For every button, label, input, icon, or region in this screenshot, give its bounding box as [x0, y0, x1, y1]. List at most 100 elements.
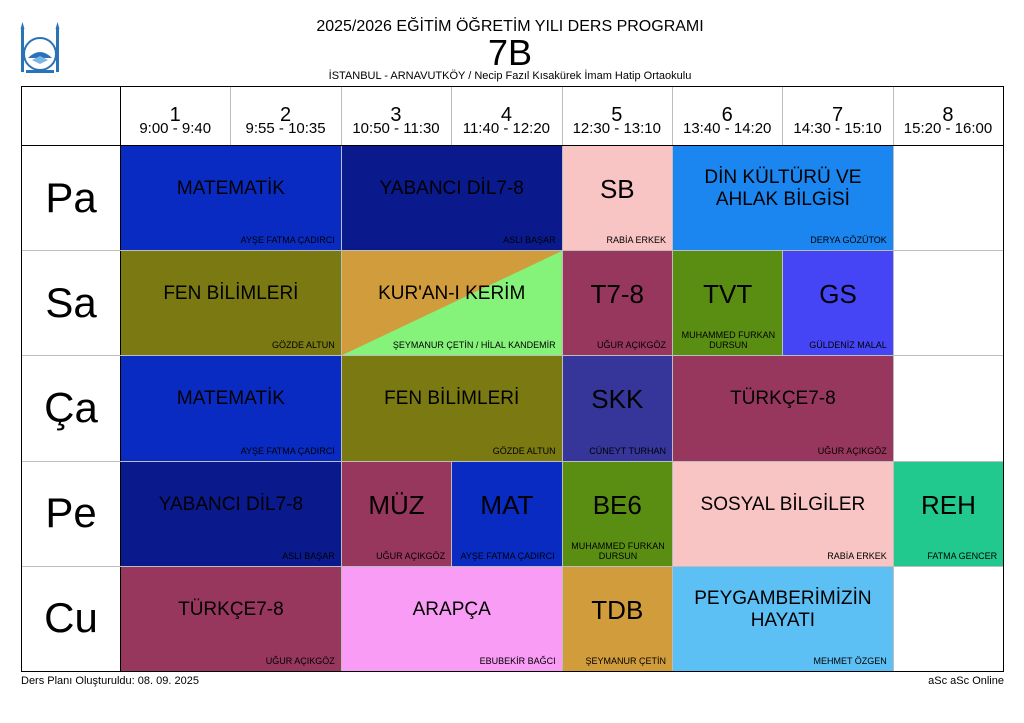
period-header: 2 9:55 - 10:35: [230, 87, 340, 145]
period-time: 9:00 - 9:40: [139, 120, 212, 137]
lesson-subject: MATEMATİK: [176, 178, 285, 200]
period-time: 11:40 - 12:20: [462, 120, 551, 137]
period-time: 9:55 - 10:35: [245, 120, 326, 137]
lesson-cell[interactable]: TVT MUHAMMED FURKAN DURSUN: [673, 251, 783, 356]
period-header: 5 12:30 - 13:10: [562, 87, 672, 145]
period-number: 6: [721, 104, 733, 126]
lesson-subject: TDB: [591, 594, 644, 625]
grid-vline: [561, 87, 563, 671]
lesson-cell[interactable]: MÜZ UĞUR AÇIKGÖZ: [341, 461, 452, 566]
lesson-cell[interactable]: REH FATMA GENCER: [893, 461, 1004, 566]
lesson-subject: TÜRKÇE7-8: [730, 388, 836, 410]
lesson-subject: YABANCI DİL7-8: [379, 178, 524, 200]
day-label: Ça: [44, 383, 98, 431]
period-header: 7 14:30 - 15:10: [782, 87, 892, 145]
lesson-subject: REH: [921, 489, 976, 520]
period-header: 1 9:00 - 9:40: [120, 87, 230, 145]
lesson-teacher: ASLI BAŞAR: [503, 235, 556, 246]
lesson-subject: DİN KÜLTÜRÜ VE AHLAK BİLGİSİ: [704, 167, 862, 211]
lesson-teacher: RABİA ERKEK: [827, 550, 887, 561]
lesson-teacher: DERYA GÖZÜTOK: [810, 235, 887, 246]
lesson-subject: GS: [819, 279, 857, 310]
period-header: 6 13:40 - 14:20: [672, 87, 782, 145]
lesson-cell[interactable]: PEYGAMBERİMİZİN HAYATI MEHMET ÖZGEN: [673, 566, 893, 671]
school-logo: [20, 22, 60, 73]
lesson-cell[interactable]: MAT AYŞE FATMA ÇADIRCI: [452, 461, 562, 566]
brand-label: aSc aSc Online: [928, 675, 1004, 687]
lesson-teacher: MUHAMMED FURKAN DURSUN: [681, 330, 776, 351]
period-number: 7: [832, 104, 844, 126]
lesson-teacher: AYŞE FATMA ÇADIRCI: [240, 445, 335, 456]
lesson-teacher: AYŞE FATMA ÇADIRCI: [460, 550, 555, 561]
grid-vline: [340, 87, 342, 671]
day-label: Cu: [44, 594, 98, 642]
grid-hline: [22, 355, 1003, 357]
period-header: 4 11:40 - 12:20: [451, 87, 561, 145]
lesson-cell[interactable]: YABANCI DİL7-8 ASLI BAŞAR: [341, 146, 562, 251]
period-number: 1: [169, 104, 181, 126]
period-time: 10:50 - 11:30: [352, 120, 440, 137]
lesson-subject: YABANCI DİL7-8: [158, 493, 304, 515]
period-number: 3: [390, 104, 402, 126]
lesson-subject: KUR'AN-I KERİM: [378, 283, 526, 305]
grid-hline: [22, 250, 1003, 252]
lesson-subject: SKK: [591, 384, 644, 415]
lesson-subject: MAT: [480, 489, 534, 520]
lesson-subject: PEYGAMBERİMİZİN HAYATI: [694, 587, 872, 631]
lesson-teacher: UĞUR AÇIKGÖZ: [817, 445, 887, 456]
lesson-cell[interactable]: SOSYAL BİLGİLER RABİA ERKEK: [673, 461, 893, 566]
lesson-subject: T7-8: [590, 279, 645, 310]
period-number: 2: [280, 104, 292, 126]
lesson-cell[interactable]: YABANCI DİL7-8 ASLI BAŞAR: [121, 461, 341, 566]
day-label: Pe: [45, 489, 97, 537]
lesson-cell[interactable]: MATEMATİK AYŞE FATMA ÇADIRCI: [121, 146, 341, 251]
lesson-teacher: GÜLDENİZ MALAL: [809, 340, 887, 351]
lesson-cell[interactable]: TDB ŞEYMANUR ÇETİN: [562, 566, 672, 671]
period-number: 4: [500, 104, 512, 126]
lesson-cell[interactable]: SKK CÜNEYT TURHAN: [562, 356, 672, 461]
lesson-subject: MÜZ: [368, 489, 425, 520]
lesson-teacher: ŞEYMANUR ÇETİN / HİLAL KANDEMİR: [392, 340, 556, 351]
period-time: 15:20 - 16:00: [903, 120, 993, 137]
lesson-cell[interactable]: KUR'AN-I KERİM ŞEYMANUR ÇETİN / HİLAL KAN…: [341, 251, 562, 356]
lesson-cell[interactable]: BE6 MUHAMMED FURKAN DURSUN: [562, 461, 672, 566]
period-number: 8: [942, 104, 954, 126]
grid-hline: [22, 145, 1003, 146]
lesson-cell[interactable]: GS GÜLDENİZ MALAL: [783, 251, 893, 356]
lesson-teacher: GÖZDE ALTUN: [492, 445, 556, 456]
lesson-subject: SB: [599, 174, 635, 205]
lesson-teacher: ŞEYMANUR ÇETİN: [585, 655, 666, 666]
lesson-subject: BE6: [592, 489, 642, 520]
lesson-teacher: UĞUR AÇIKGÖZ: [596, 340, 666, 351]
lesson-teacher: FATMA GENCER: [927, 550, 998, 561]
lesson-cell[interactable]: ARAPÇA EBUBEKİR BAĞCI: [341, 566, 562, 671]
grid-vline: [120, 87, 121, 671]
lesson-teacher: MEHMET ÖZGEN: [813, 655, 887, 666]
lesson-subject: TVT: [703, 279, 753, 310]
period-number: 5: [611, 104, 623, 126]
timetable-grid: 1 9:00 - 9:40 2 9:55 - 10:35 3 10:50 - 11:30 4…: [21, 86, 1004, 672]
lesson-teacher: ASLI BAŞAR: [282, 550, 335, 561]
grid-hline: [22, 460, 1003, 462]
lesson-cell[interactable]: T7-8 UĞUR AÇIKGÖZ: [562, 251, 672, 356]
period-header: 8 15:20 - 16:00: [893, 87, 1003, 145]
lesson-cell[interactable]: MATEMATİK AYŞE FATMA ÇADIRCI: [121, 356, 341, 461]
lesson-teacher: UĞUR AÇIKGÖZ: [376, 550, 446, 561]
period-header: 3 10:50 - 11:30: [341, 87, 451, 145]
lesson-cell[interactable]: DİN KÜLTÜRÜ VE AHLAK BİLGİSİ DERYA GÖZÜTO…: [673, 146, 893, 251]
page-title: 2025/2026 EĞİTİM ÖĞRETİM YILI DERS PROGR…: [316, 18, 704, 35]
lesson-teacher: MUHAMMED FURKAN DURSUN: [571, 540, 665, 561]
period-time: 12:30 - 13:10: [572, 120, 661, 137]
period-time: 13:40 - 14:20: [682, 120, 772, 137]
lesson-subject: SOSYAL BİLGİLER: [700, 493, 866, 515]
lesson-teacher: UĞUR AÇIKGÖZ: [265, 655, 335, 666]
lesson-teacher: EBUBEKİR BAĞCI: [479, 655, 556, 666]
lesson-cell[interactable]: FEN BİLİMLERİ GÖZDE ALTUN: [121, 251, 341, 356]
day-label: Sa: [45, 278, 97, 326]
split-lesson-shape: [341, 251, 562, 356]
lesson-cell[interactable]: TÜRKÇE7-8 UĞUR AÇIKGÖZ: [121, 566, 341, 671]
lesson-cell[interactable]: FEN BİLİMLERİ GÖZDE ALTUN: [341, 356, 562, 461]
lesson-cell[interactable]: SB RABİA ERKEK: [562, 146, 672, 251]
lesson-cell[interactable]: TÜRKÇE7-8 UĞUR AÇIKGÖZ: [673, 356, 893, 461]
lesson-subject: FEN BİLİMLERİ: [384, 388, 520, 410]
